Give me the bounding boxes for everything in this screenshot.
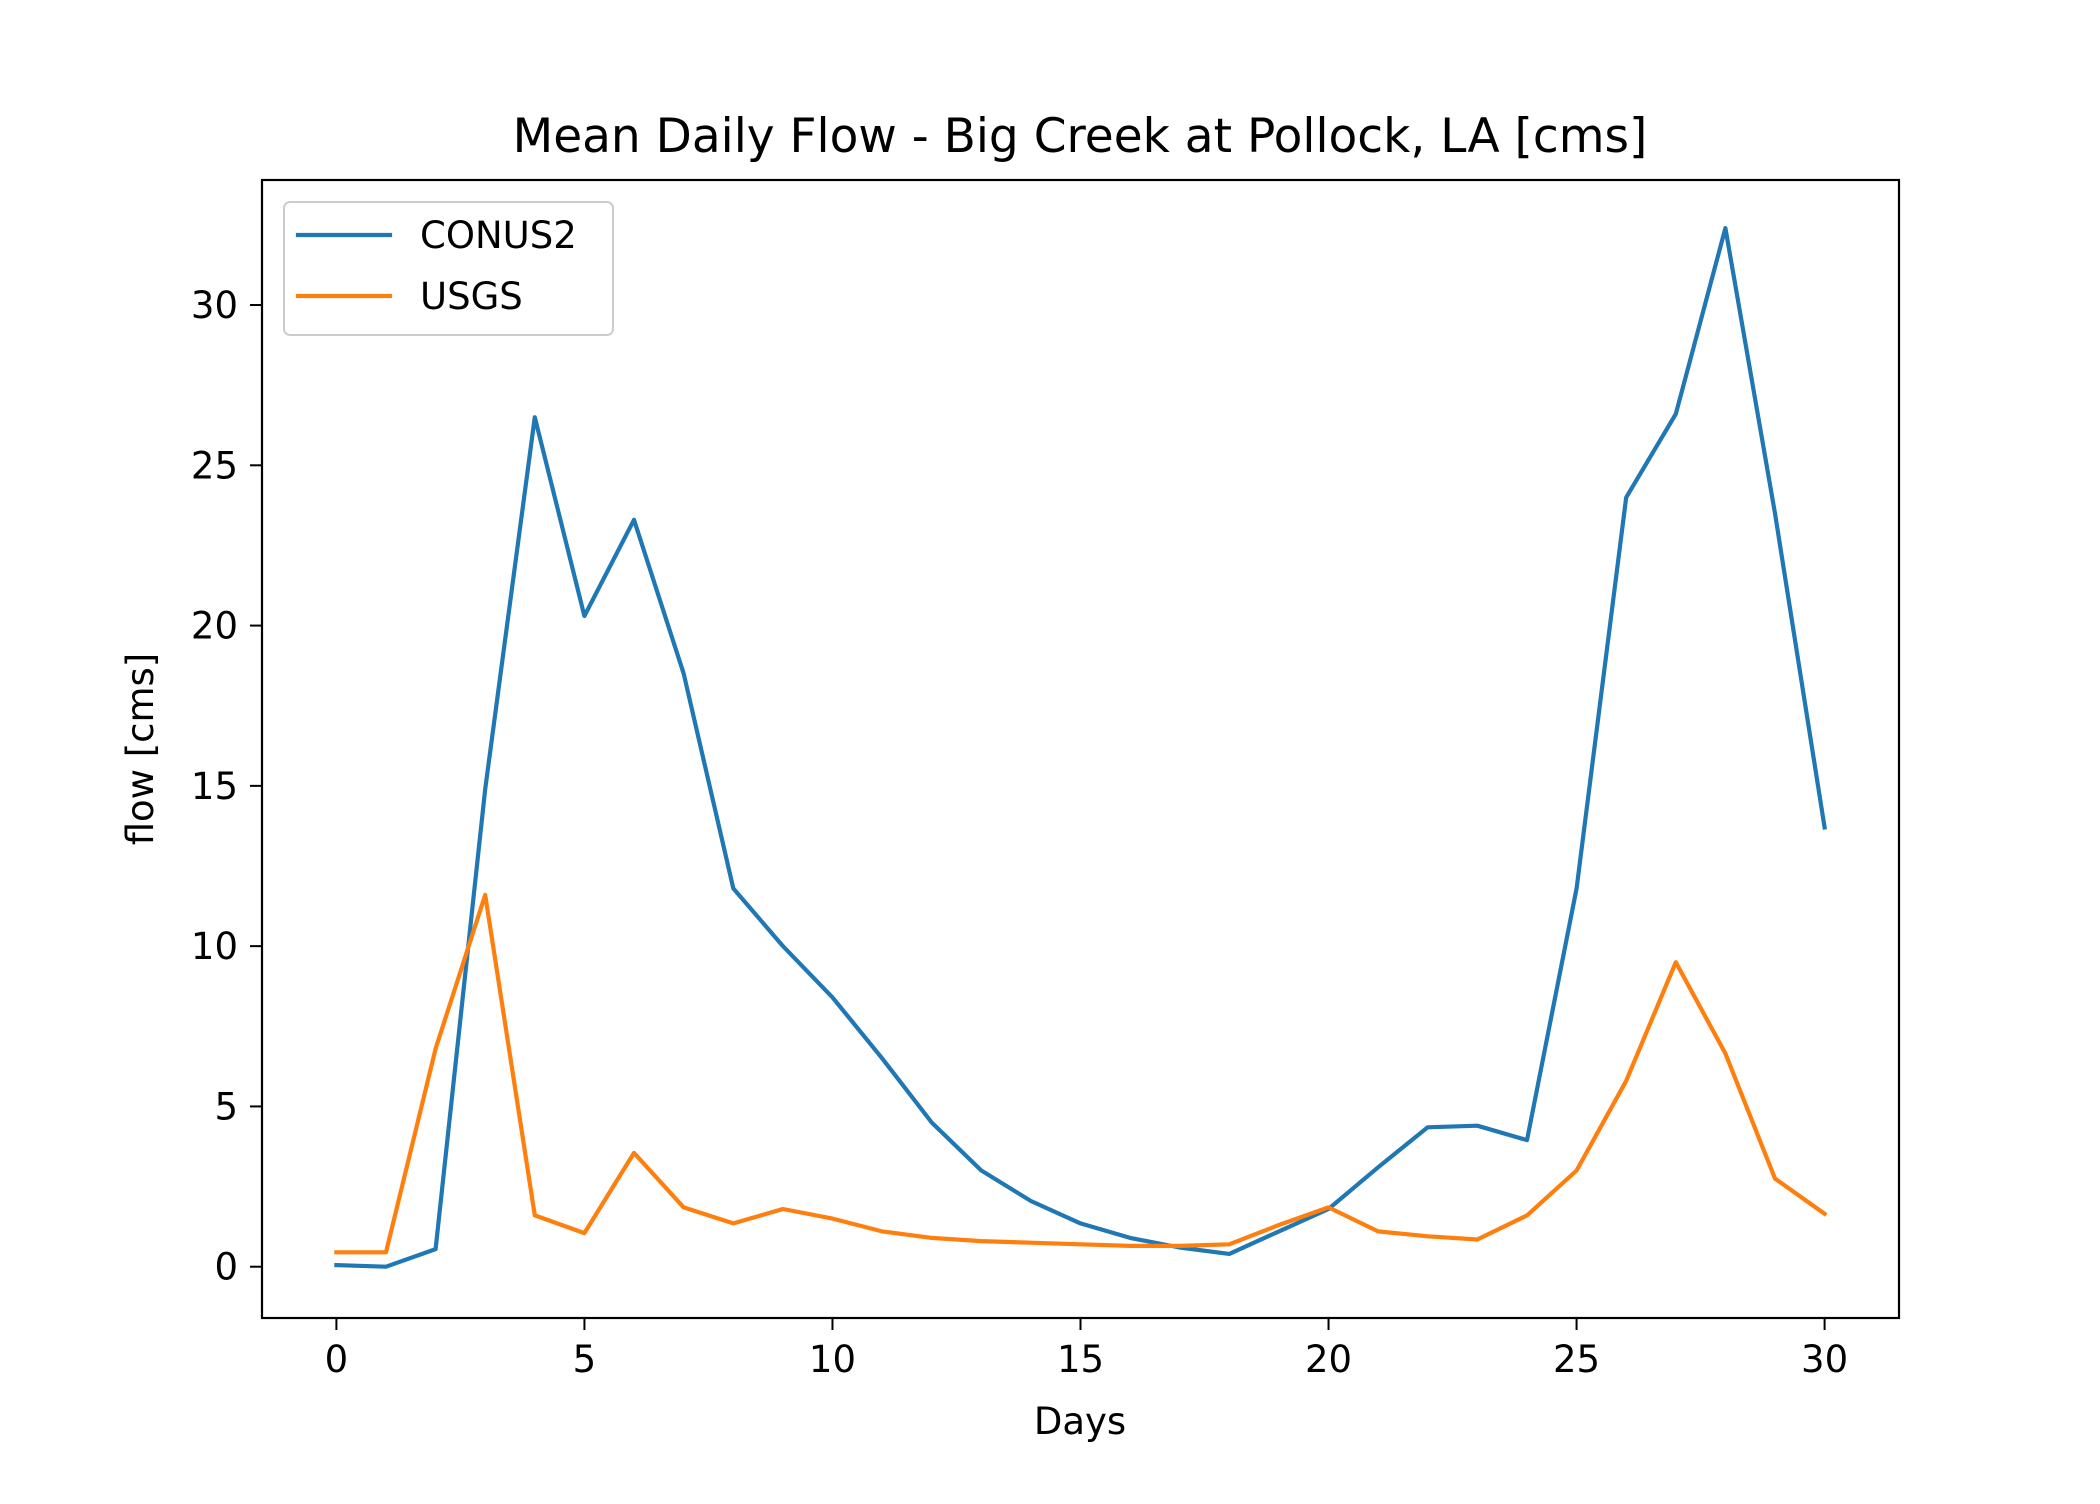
legend-label-usgs: USGS [420,275,523,318]
y-axis-label: flow [cms] [119,653,162,846]
series-line-usgs [334,892,1828,1255]
y-tick-label: 15 [191,765,238,808]
y-tick-label: 5 [214,1085,238,1128]
x-tick-label: 5 [573,1338,597,1381]
x-axis-label: Days [1034,1400,1126,1443]
plot-lines [334,226,1828,1269]
y-tick-label: 20 [191,605,238,648]
legend: CONUS2 USGS [283,201,614,336]
y-axis-ticks: 0 5 10 15 20 25 30 [191,284,262,1289]
x-tick-label: 20 [1305,1338,1352,1381]
x-tick-label: 0 [325,1338,349,1381]
y-tick-label: 25 [191,444,238,487]
x-tick-label: 25 [1553,1338,1600,1381]
x-axis-ticks: 0 5 10 15 20 25 30 [325,1318,1848,1381]
x-tick-label: 15 [1057,1338,1104,1381]
y-tick-label: 10 [191,925,238,968]
x-tick-label: 30 [1801,1338,1848,1381]
series-line-conus2 [334,226,1828,1269]
y-tick-label: 0 [214,1246,238,1289]
chart-title: Mean Daily Flow - Big Creek at Pollock, … [513,109,1648,164]
y-tick-label: 30 [191,284,238,327]
legend-label-conus2: CONUS2 [420,214,577,257]
x-tick-label: 10 [809,1338,856,1381]
